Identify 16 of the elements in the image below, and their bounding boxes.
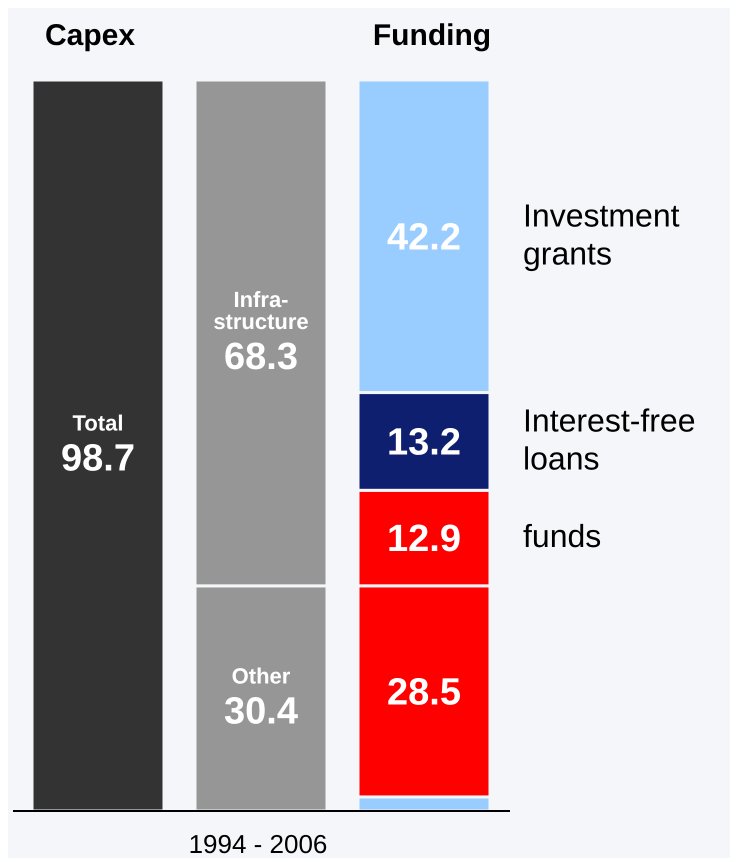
x-tick-label: Funding bbox=[372, 19, 492, 52]
series-label: Investment grants bbox=[523, 197, 680, 272]
data-label: 42.2 bbox=[387, 216, 461, 258]
data-label: 12.9 bbox=[387, 518, 461, 560]
data-label: 13.2 bbox=[387, 421, 461, 464]
data-label: 28.5 bbox=[387, 671, 461, 714]
x-axis-title: 1994 - 2006 bbox=[188, 829, 328, 859]
data-label: 98.7 bbox=[61, 438, 135, 480]
series-label: Infra- structure bbox=[213, 286, 309, 334]
series-label: funds bbox=[523, 518, 602, 554]
series-label: Interest-free loans bbox=[523, 402, 696, 476]
series-label: Total bbox=[72, 410, 124, 436]
series-label: Other bbox=[232, 663, 291, 688]
x-tick-label: Capex bbox=[44, 19, 136, 52]
data-label: 30.4 bbox=[224, 690, 298, 732]
data-label: 68.3 bbox=[224, 336, 298, 378]
